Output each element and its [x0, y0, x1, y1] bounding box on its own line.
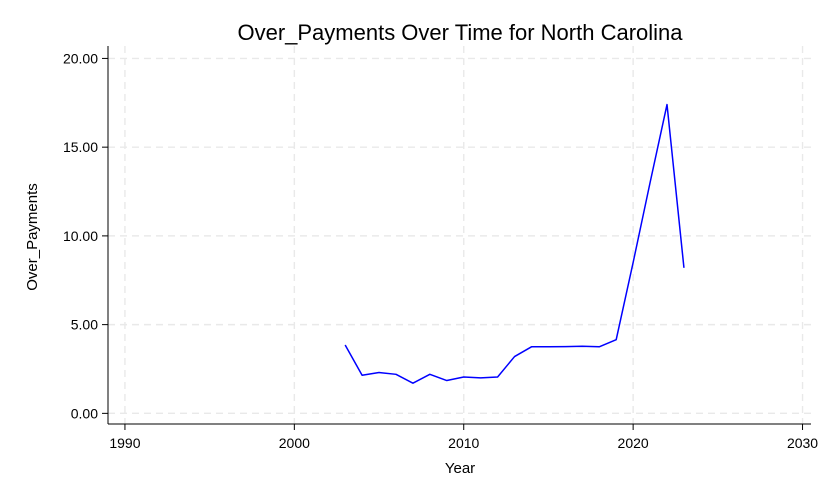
x-tick-label: 2010 [448, 435, 479, 451]
grid [108, 46, 811, 424]
y-tick-label: 0.00 [71, 405, 98, 421]
x-tick-label: 2030 [787, 435, 818, 451]
y-tick-label: 10.00 [63, 228, 98, 244]
x-tick-label: 2020 [618, 435, 649, 451]
x-ticks: 1990 2000 2010 2020 2030 [109, 424, 818, 451]
series-layer [344, 103, 685, 384]
x-axis-label: Year [445, 460, 475, 477]
y-tick-label: 20.00 [63, 50, 98, 66]
x-tick-label: 2000 [279, 435, 310, 451]
x-tick-label: 1990 [109, 435, 140, 451]
y-axis-label: Over_Payments [24, 183, 41, 291]
series-line [344, 103, 685, 384]
y-ticks: 0.00 5.00 10.00 15.00 20.00 [63, 50, 108, 421]
chart-title: Over_Payments Over Time for North Caroli… [237, 20, 683, 45]
y-tick-label: 5.00 [71, 317, 98, 333]
y-tick-label: 15.00 [63, 139, 98, 155]
